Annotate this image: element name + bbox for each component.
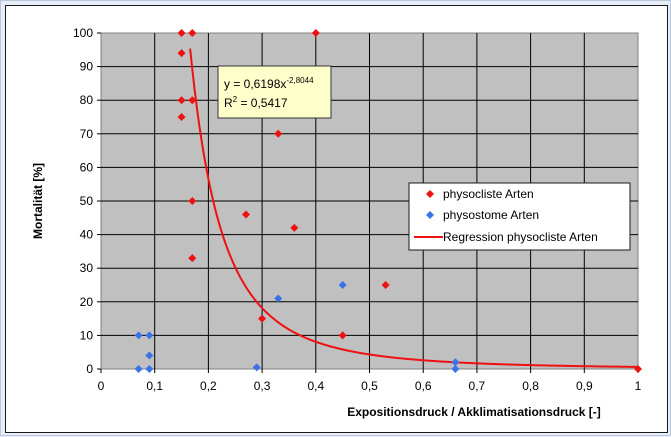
r-squared-prefix: R	[224, 96, 233, 110]
y-tick-label: 60	[80, 160, 94, 174]
y-tick-label: 0	[86, 362, 93, 376]
x-tick-label: 1	[635, 379, 642, 393]
x-axis-label: Expositionsdruck / Akklimatisationsdruck…	[347, 405, 601, 419]
legend-label-physocliste: physocliste Arten	[443, 187, 534, 201]
scatter-chart: 0 0,1 0,2 0,3 0,4 0,5 0,6 0,7 0,8 0,9 1 0 10 20 30 40 5…	[6, 6, 667, 432]
x-tick-label: 0,9	[576, 379, 593, 393]
y-tick-label: 20	[80, 295, 94, 309]
y-tick-label: 10	[80, 328, 94, 342]
y-tick-label: 80	[80, 93, 94, 107]
y-axis-ticks: 0 10 20 30 40 50 60 70 80 90 100	[73, 26, 101, 376]
y-axis-label: Mortalität [%]	[31, 163, 45, 239]
y-tick-label: 90	[80, 60, 94, 74]
x-tick-label: 0,7	[469, 379, 486, 393]
chart-area: 0 0,1 0,2 0,3 0,4 0,5 0,6 0,7 0,8 0,9 1 0 10 20 30 40 5…	[5, 5, 668, 433]
y-tick-label: 50	[80, 194, 94, 208]
x-tick-label: 0	[98, 379, 105, 393]
x-tick-label: 0,6	[415, 379, 432, 393]
y-tick-label: 100	[73, 26, 93, 40]
legend-label-physostome: physostome Arten	[443, 208, 539, 222]
equation-exponent: -2,8044	[286, 76, 314, 85]
y-tick-label: 70	[80, 127, 94, 141]
x-tick-label: 0,1	[146, 379, 163, 393]
x-tick-label: 0,8	[522, 379, 539, 393]
x-tick-label: 0,4	[307, 379, 324, 393]
r-squared-value: = 0,5417	[237, 96, 288, 110]
y-tick-label: 30	[80, 261, 94, 275]
x-axis-ticks: 0 0,1 0,2 0,3 0,4 0,5 0,6 0,7 0,8 0,9 1	[98, 369, 642, 393]
y-tick-label: 40	[80, 228, 94, 242]
equation-box	[218, 66, 331, 118]
x-tick-label: 0,5	[361, 379, 378, 393]
legend: physocliste Arten physostome Arten Regre…	[409, 183, 630, 250]
legend-label-regression: Regression physocliste Arten	[443, 230, 598, 244]
x-tick-label: 0,2	[200, 379, 217, 393]
equation-annotation: y = 0,6198x-2,8044 R2 = 0,5417	[218, 66, 331, 118]
equation-prefix: y = 0,6198x	[224, 77, 286, 91]
x-tick-label: 0,3	[254, 379, 271, 393]
